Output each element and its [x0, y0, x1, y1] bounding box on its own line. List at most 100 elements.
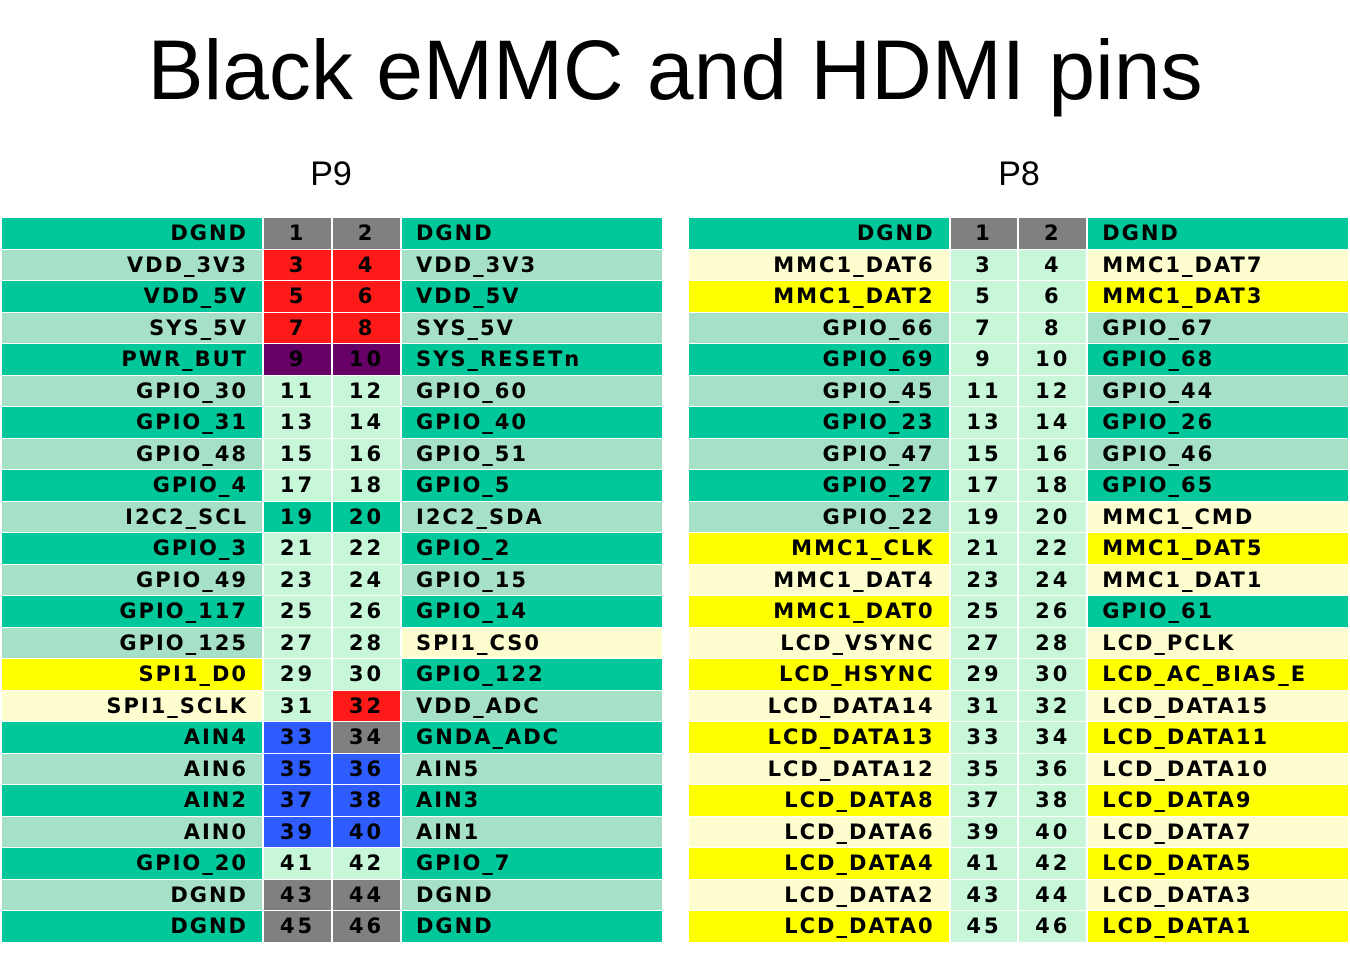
- p8-pin-number-left: 5: [950, 281, 1018, 312]
- p8-pin-name-right: MMC1_DAT5: [1088, 533, 1348, 564]
- p8-pin-number-left: 3: [950, 249, 1018, 280]
- p8-pin-name-right: GPIO_46: [1088, 438, 1348, 469]
- p9-pin-number-left: 13: [264, 407, 331, 438]
- p8-pin-row: LCD_HSYNC 29 30 LCD_AC_BIAS_E: [689, 659, 1348, 690]
- p9-pin-name-right: GPIO_7: [402, 848, 662, 879]
- p8-pin-name-right: MMC1_CMD: [1088, 501, 1348, 532]
- p8-pin-number-right: 4: [1019, 249, 1087, 280]
- p8-pin-number-left: 39: [950, 816, 1018, 847]
- p9-pin-number-right: 2: [333, 218, 400, 249]
- p9-pin-number-left: 25: [264, 596, 331, 627]
- p9-pin-number-left: 15: [264, 438, 331, 469]
- p9-pin-name-left: GPIO_48: [2, 438, 262, 469]
- p8-pin-table: DGND 1 2 DGND MMC1_DAT6 3 4 MMC1_DAT7 MMC1_DAT2 5…: [687, 217, 1350, 943]
- p9-header-label: P9: [310, 155, 352, 193]
- p8-pin-name-left: LCD_HSYNC: [689, 659, 949, 690]
- p8-pin-number-right: 24: [1019, 564, 1087, 595]
- p9-pin-name-left: SYS_5V: [2, 312, 262, 343]
- p9-pin-name-right: AIN1: [402, 816, 662, 847]
- p9-pin-name-right: SPI1_CS0: [402, 627, 662, 658]
- p9-pin-number-left: 29: [264, 659, 331, 690]
- p9-pin-row: GPIO_48 15 16 GPIO_51: [2, 438, 662, 469]
- p8-pin-number-left: 43: [950, 879, 1018, 910]
- p8-pin-name-right: LCD_DATA11: [1088, 722, 1348, 753]
- p8-pin-number-right: 46: [1019, 911, 1087, 942]
- p9-pin-number-left: 41: [264, 848, 331, 879]
- p8-pin-row: GPIO_23 13 14 GPIO_26: [689, 407, 1348, 438]
- p9-pin-name-left: SPI1_SCLK: [2, 690, 262, 721]
- p9-pin-number-right: 20: [333, 501, 400, 532]
- p8-pin-name-left: GPIO_66: [689, 312, 949, 343]
- p8-pin-number-left: 11: [950, 375, 1018, 406]
- p8-pin-number-left: 15: [950, 438, 1018, 469]
- p8-pin-row: GPIO_22 19 20 MMC1_CMD: [689, 501, 1348, 532]
- p9-pin-number-left: 37: [264, 785, 331, 816]
- p8-pin-name-left: MMC1_DAT4: [689, 564, 949, 595]
- p8-pin-row: MMC1_DAT6 3 4 MMC1_DAT7: [689, 249, 1348, 280]
- p9-pin-number-right: 10: [333, 344, 400, 375]
- p8-pin-name-left: LCD_VSYNC: [689, 627, 949, 658]
- p8-pin-name-left: LCD_DATA12: [689, 753, 949, 784]
- p9-pin-row: AIN0 39 40 AIN1: [2, 816, 662, 847]
- p8-pin-row: MMC1_CLK 21 22 MMC1_DAT5: [689, 533, 1348, 564]
- p8-pin-name-right: LCD_DATA5: [1088, 848, 1348, 879]
- p8-pin-row: LCD_DATA0 45 46 LCD_DATA1: [689, 911, 1348, 942]
- p9-pin-name-right: VDD_3V3: [402, 249, 662, 280]
- p9-pin-number-left: 27: [264, 627, 331, 658]
- p8-pin-number-right: 18: [1019, 470, 1087, 501]
- p9-pin-row: GPIO_3 21 22 GPIO_2: [2, 533, 662, 564]
- p9-pin-number-left: 23: [264, 564, 331, 595]
- p9-pin-name-left: VDD_5V: [2, 281, 262, 312]
- p9-pin-name-left: GPIO_4: [2, 470, 262, 501]
- p8-pin-name-left: GPIO_22: [689, 501, 949, 532]
- p8-pin-number-right: 2: [1019, 218, 1087, 249]
- p8-pin-rows: DGND 1 2 DGND MMC1_DAT6 3 4 MMC1_DAT7 MMC1_DAT2 5…: [689, 218, 1348, 942]
- p8-pin-row: LCD_DATA2 43 44 LCD_DATA3: [689, 879, 1348, 910]
- p9-pin-name-left: AIN2: [2, 785, 262, 816]
- p9-pin-row: GPIO_20 41 42 GPIO_7: [2, 848, 662, 879]
- p8-pin-name-left: MMC1_DAT6: [689, 249, 949, 280]
- p8-pin-number-left: 41: [950, 848, 1018, 879]
- p8-pin-number-left: 13: [950, 407, 1018, 438]
- p9-pin-number-left: 21: [264, 533, 331, 564]
- p8-pin-number-right: 16: [1019, 438, 1087, 469]
- p9-pin-number-right: 16: [333, 438, 400, 469]
- p8-pin-row: MMC1_DAT4 23 24 MMC1_DAT1: [689, 564, 1348, 595]
- p8-pin-name-left: MMC1_DAT0: [689, 596, 949, 627]
- p8-pin-name-left: LCD_DATA0: [689, 911, 949, 942]
- p9-pin-number-right: 38: [333, 785, 400, 816]
- p8-pin-row: LCD_DATA12 35 36 LCD_DATA10: [689, 753, 1348, 784]
- p8-pin-row: GPIO_45 11 12 GPIO_44: [689, 375, 1348, 406]
- p8-pin-name-left: LCD_DATA6: [689, 816, 949, 847]
- p9-pin-name-left: I2C2_SCL: [2, 501, 262, 532]
- p8-pin-name-right: MMC1_DAT1: [1088, 564, 1348, 595]
- p9-pin-row: GPIO_117 25 26 GPIO_14: [2, 596, 662, 627]
- p8-pin-row: LCD_DATA4 41 42 LCD_DATA5: [689, 848, 1348, 879]
- p9-pin-name-right: GPIO_122: [402, 659, 662, 690]
- p8-pin-name-left: LCD_DATA2: [689, 879, 949, 910]
- p9-pin-number-left: 11: [264, 375, 331, 406]
- p9-pin-number-right: 28: [333, 627, 400, 658]
- p8-pin-name-right: LCD_AC_BIAS_E: [1088, 659, 1348, 690]
- page-title: Black eMMC and HDMI pins: [147, 23, 1203, 117]
- p8-pin-name-left: GPIO_45: [689, 375, 949, 406]
- p8-pin-number-right: 42: [1019, 848, 1087, 879]
- p9-pin-name-right: DGND: [402, 911, 662, 942]
- p9-pin-name-left: GPIO_30: [2, 375, 262, 406]
- p8-pin-number-right: 14: [1019, 407, 1087, 438]
- p8-pin-name-right: LCD_DATA3: [1088, 879, 1348, 910]
- p9-pin-number-left: 31: [264, 690, 331, 721]
- p9-pin-number-right: 12: [333, 375, 400, 406]
- p8-pin-name-left: LCD_DATA13: [689, 722, 949, 753]
- p8-pin-name-right: GPIO_26: [1088, 407, 1348, 438]
- p9-pin-number-right: 36: [333, 753, 400, 784]
- p9-pin-row: AIN4 33 34 GNDA_ADC: [2, 722, 662, 753]
- p9-pin-row: GPIO_49 23 24 GPIO_15: [2, 564, 662, 595]
- p9-pin-row: AIN6 35 36 AIN5: [2, 753, 662, 784]
- p8-pin-number-right: 38: [1019, 785, 1087, 816]
- p9-pin-name-left: GPIO_3: [2, 533, 262, 564]
- p8-pin-name-left: MMC1_DAT2: [689, 281, 949, 312]
- p8-header-label: P8: [998, 155, 1040, 193]
- p8-pin-name-left: GPIO_47: [689, 438, 949, 469]
- p8-pin-number-left: 45: [950, 911, 1018, 942]
